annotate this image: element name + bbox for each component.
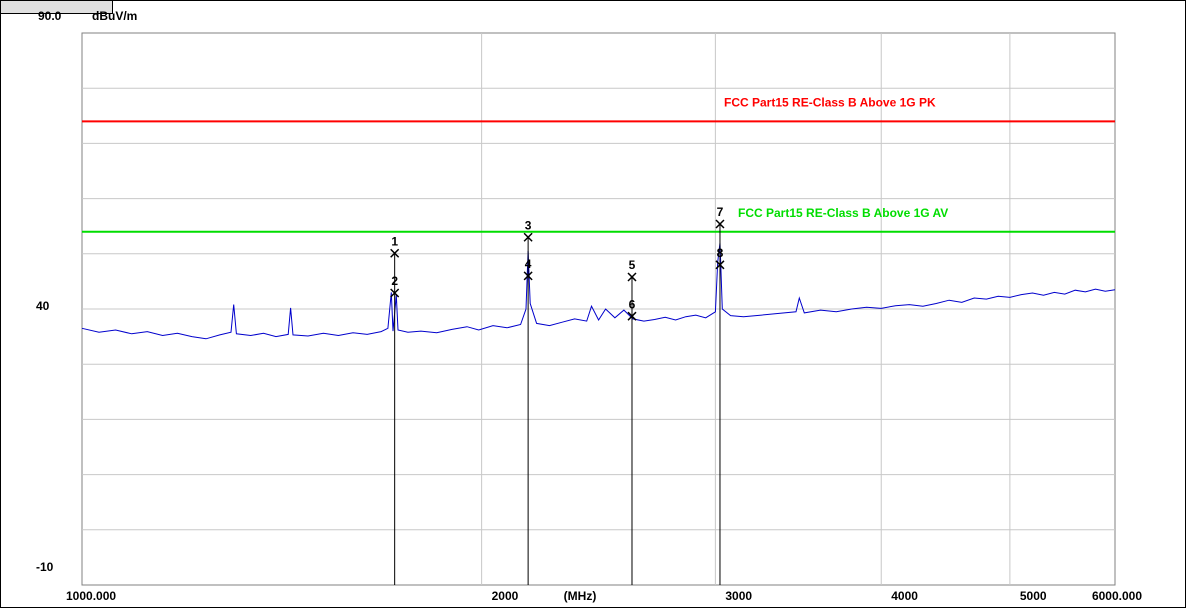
x-tick-label: 1000.000 (66, 589, 116, 603)
corner-box (0, 0, 113, 14)
marker (715, 219, 725, 229)
marker (715, 260, 725, 270)
marker-label: 7 (717, 205, 724, 219)
limit-label: FCC Part15 RE-Class B Above 1G PK (724, 95, 936, 109)
y-tick-label: -10 (36, 560, 54, 574)
y-unit: dBuV/m (92, 9, 137, 23)
x-tick-label: 3000 (725, 589, 752, 603)
marker-label: 1 (391, 234, 398, 248)
y-tick-label: 40 (36, 299, 50, 313)
x-unit: (MHz) (564, 589, 597, 603)
marker-label: 3 (525, 218, 532, 232)
marker (390, 288, 400, 298)
marker (627, 272, 637, 282)
x-tick-label: 6000.000 (1092, 589, 1142, 603)
marker-label: 2 (391, 274, 398, 288)
marker-label: 8 (717, 246, 724, 260)
x-tick-label: 5000 (1020, 589, 1047, 603)
marker (390, 248, 400, 258)
marker-label: 4 (525, 257, 532, 271)
trace (81, 242, 1116, 340)
marker (523, 271, 533, 281)
x-tick-label: 2000 (492, 589, 519, 603)
x-tick-label: 4000 (891, 589, 918, 603)
marker-label: 5 (629, 258, 636, 272)
marker-label: 6 (629, 297, 636, 311)
marker (523, 232, 533, 242)
marker (627, 311, 637, 321)
limit-label: FCC Part15 RE-Class B Above 1G AV (738, 206, 948, 220)
y-tick-label: 90.0 (38, 9, 62, 23)
